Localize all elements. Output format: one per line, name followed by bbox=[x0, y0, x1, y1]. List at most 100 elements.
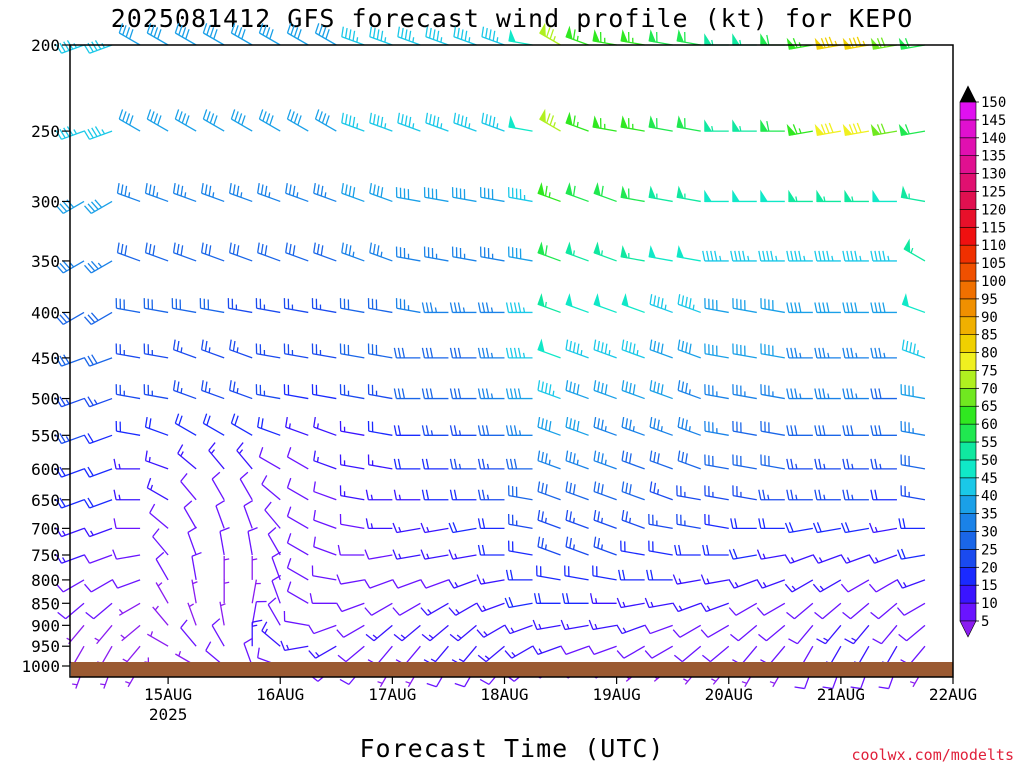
wind-barb bbox=[311, 298, 337, 314]
barb-flag bbox=[257, 647, 260, 658]
barb-flag bbox=[706, 250, 710, 262]
barb-flag bbox=[593, 450, 597, 461]
barb-half-flag bbox=[184, 192, 187, 198]
wind-barb bbox=[229, 242, 253, 262]
wind-barb bbox=[393, 624, 421, 642]
barb-flag bbox=[822, 425, 826, 436]
barb-flag bbox=[660, 298, 664, 309]
barb-flag bbox=[341, 183, 344, 194]
barb-flag bbox=[290, 111, 295, 122]
wind-barb bbox=[872, 189, 897, 203]
colorbar-segment bbox=[959, 280, 977, 300]
wind-barb bbox=[258, 109, 281, 132]
wind-barb bbox=[732, 645, 758, 666]
barb-flag bbox=[63, 354, 70, 364]
barb-pennant bbox=[593, 182, 601, 197]
colorbar-label: 60 bbox=[981, 417, 998, 433]
wind-barb bbox=[146, 23, 169, 46]
barb-half-flag bbox=[430, 430, 434, 436]
barb-flag bbox=[369, 26, 372, 37]
wind-barb bbox=[335, 602, 365, 613]
barb-flag bbox=[348, 185, 352, 197]
x-tick-label: 16AUG bbox=[256, 685, 304, 704]
barb-flag bbox=[544, 185, 548, 197]
barb-half-flag bbox=[264, 628, 268, 634]
wind-barb bbox=[870, 302, 897, 314]
barb-staff bbox=[368, 353, 393, 359]
barb-half-flag bbox=[734, 582, 739, 588]
barb-flag bbox=[243, 637, 254, 645]
barb-flag bbox=[232, 381, 236, 392]
barb-flag bbox=[267, 526, 277, 535]
barb-flag bbox=[352, 30, 356, 41]
colorbar-segment bbox=[959, 173, 977, 192]
barb-flag bbox=[812, 554, 819, 564]
wind-barb bbox=[339, 454, 365, 470]
wind-barb bbox=[508, 246, 533, 262]
colorbar-segment bbox=[959, 244, 977, 264]
barb-flag bbox=[297, 115, 302, 126]
barb-flag bbox=[336, 629, 345, 638]
barb-flag bbox=[840, 554, 847, 564]
y-tick-label: 550 bbox=[31, 426, 60, 445]
barb-half-flag bbox=[879, 463, 882, 470]
barb-flag bbox=[625, 418, 629, 429]
wind-barb bbox=[900, 185, 926, 203]
barb-flag bbox=[896, 579, 903, 589]
barb-half-flag bbox=[122, 658, 128, 663]
wind-barb bbox=[677, 416, 701, 436]
barb-half-flag bbox=[664, 304, 667, 310]
wind-barb bbox=[143, 343, 169, 359]
barb-pennant bbox=[592, 115, 601, 129]
barb-flag bbox=[677, 339, 681, 350]
barb-flag bbox=[560, 619, 566, 630]
barb-flag bbox=[738, 250, 742, 262]
barb-flag bbox=[814, 347, 818, 359]
barb-flag bbox=[59, 203, 68, 212]
barb-flag bbox=[840, 522, 846, 533]
barb-flag bbox=[485, 114, 488, 125]
wind-barb bbox=[339, 384, 365, 400]
barb-flag bbox=[150, 25, 155, 36]
barb-flag bbox=[258, 23, 264, 34]
barb-half-flag bbox=[180, 347, 183, 353]
barb-flag bbox=[174, 109, 180, 120]
barb-flag bbox=[593, 536, 597, 547]
barb-flag bbox=[621, 509, 625, 521]
barb-flag bbox=[537, 481, 541, 492]
barb-flag bbox=[206, 415, 211, 426]
barb-staff bbox=[287, 456, 309, 470]
credit-link[interactable]: coolwx.com/modelts bbox=[851, 746, 1014, 764]
barb-flag bbox=[477, 489, 482, 500]
wind-barb bbox=[255, 298, 281, 314]
barb-flag bbox=[453, 489, 458, 500]
wind-barb bbox=[56, 579, 85, 593]
wind-barb bbox=[174, 109, 197, 132]
barb-flag bbox=[485, 27, 488, 39]
barb-flag bbox=[504, 624, 511, 634]
surface-terrain bbox=[71, 662, 953, 677]
barb-flag bbox=[148, 184, 152, 195]
barb-flag bbox=[826, 250, 830, 262]
colorbar-segment bbox=[959, 226, 977, 246]
colorbar-label: 95 bbox=[981, 292, 998, 308]
colorbar-segment bbox=[959, 155, 977, 174]
barb-flag bbox=[55, 527, 63, 537]
barb-flag bbox=[649, 416, 653, 428]
barb-half-flag bbox=[719, 255, 722, 262]
barb-flag bbox=[425, 112, 429, 123]
barb-flag bbox=[628, 342, 632, 353]
barb-flag bbox=[187, 526, 197, 534]
barb-staff bbox=[313, 546, 337, 556]
wind-barb bbox=[618, 569, 645, 581]
wind-barb bbox=[621, 416, 645, 436]
wind-barb bbox=[311, 565, 337, 581]
barb-staff bbox=[117, 252, 141, 262]
barb-half-flag bbox=[594, 623, 598, 630]
barb-flag bbox=[537, 416, 541, 428]
barb-half-flag bbox=[428, 634, 434, 639]
barb-staff bbox=[149, 512, 169, 529]
wind-barb bbox=[537, 241, 561, 262]
barb-flag bbox=[818, 489, 822, 500]
barb-flag bbox=[363, 579, 371, 589]
